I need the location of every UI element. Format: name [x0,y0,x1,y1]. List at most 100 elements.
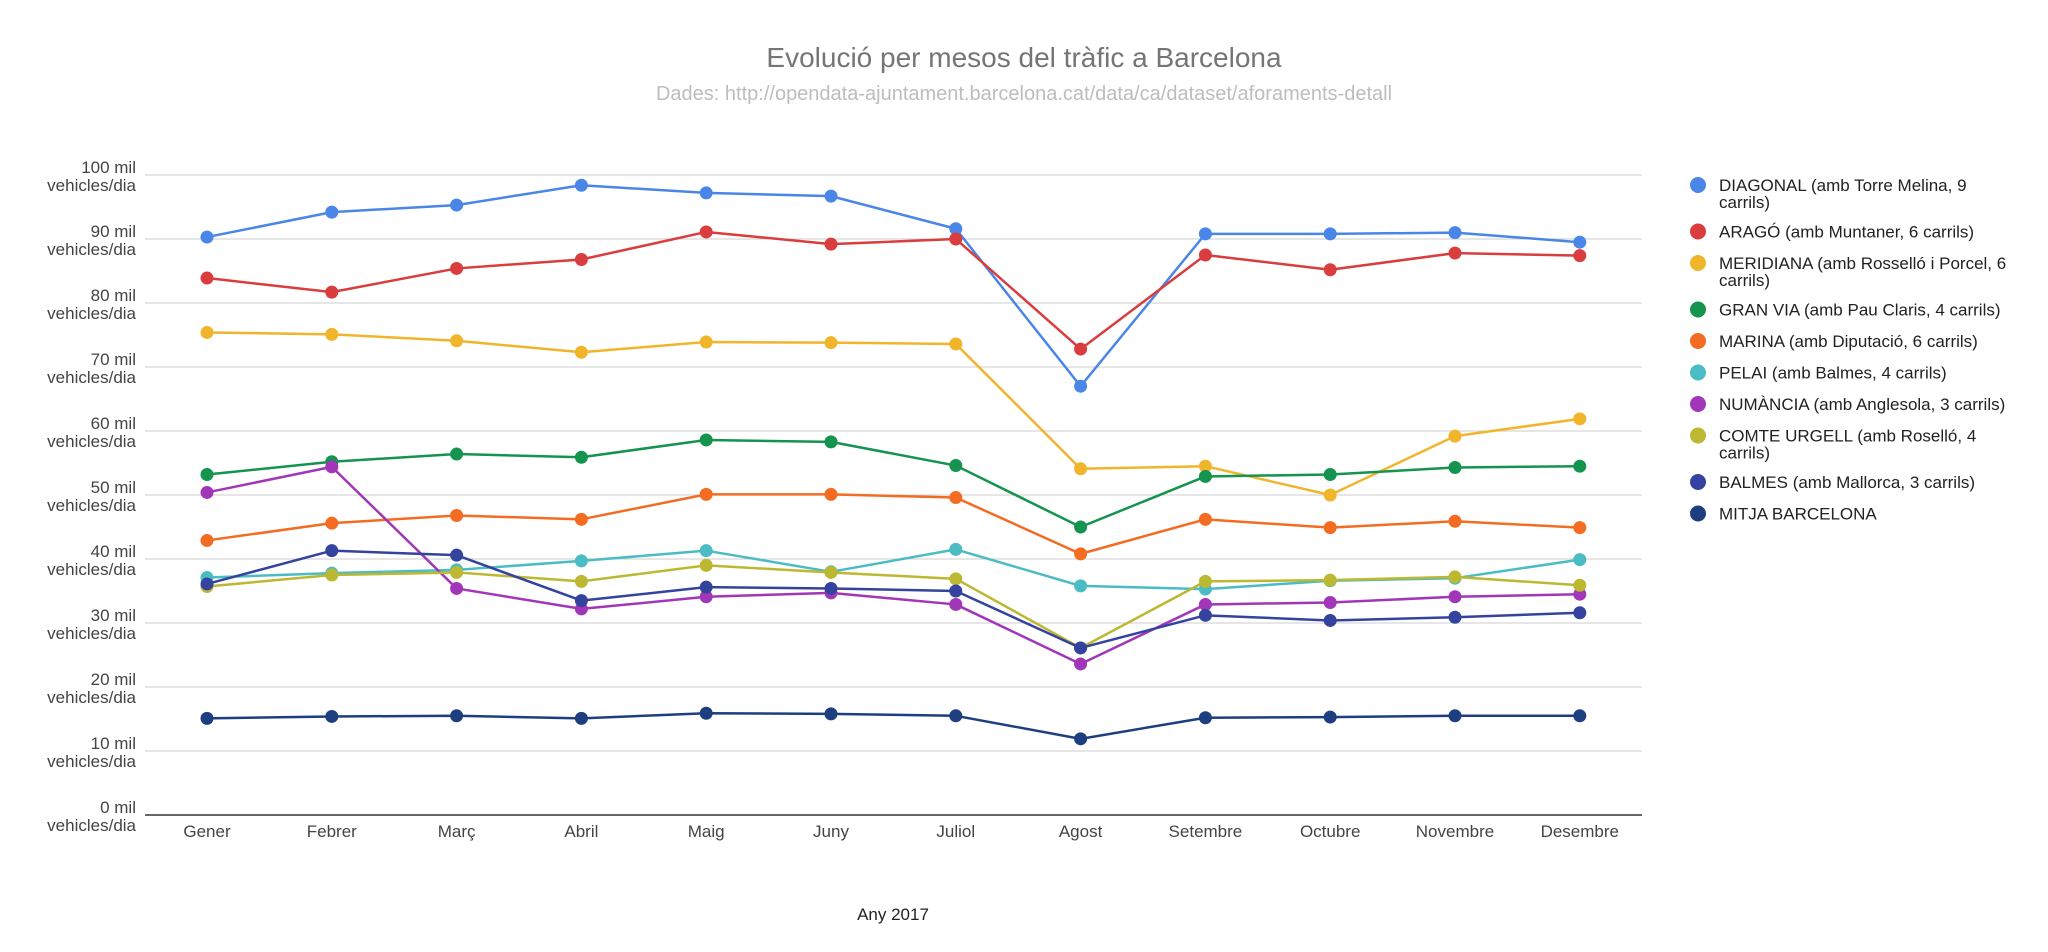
series-line [206,549,1580,650]
data-point [450,709,464,723]
chart-title: Evolució per mesos del tràfic a Barcelon… [766,42,1282,73]
series-line [206,493,1580,556]
x-tick-label: Abril [564,822,598,841]
legend-label: NUMÀNCIA (amb Anglesola, 3 carrils) [1719,395,2005,414]
series-7 [200,460,1587,671]
series-line [206,183,1580,388]
data-point [699,433,713,447]
y-tick-unit: vehicles/dia [47,240,136,259]
data-point [1323,488,1337,502]
data-point [824,435,838,449]
legend-label: GRAN VIA (amb Pau Claris, 4 carrils) [1719,301,2001,320]
x-axis-label: Any 2017 [857,905,929,924]
data-point [824,189,838,203]
legend-item[interactable]: PELAI (amb Balmes, 4 carrils) [1690,364,1947,383]
data-point [699,706,713,720]
series-3 [200,325,1587,502]
data-point [1573,412,1587,426]
data-point [699,544,713,558]
legend-item[interactable]: COMTE URGELL (amb Roselló, 4 carrils) [1690,427,1976,463]
data-point [949,491,963,505]
y-tick-value: 50 mil [91,478,136,497]
data-point [325,516,339,530]
series-10 [200,706,1587,746]
legend-label-line: NUMÀNCIA (amb Anglesola, 3 carrils) [1719,395,2005,414]
y-tick-unit: vehicles/dia [47,304,136,323]
data-point [1323,613,1337,627]
data-point [699,558,713,572]
legend-item[interactable]: DIAGONAL (amb Torre Melina, 9 carrils) [1690,176,1967,212]
y-tick-unit: vehicles/dia [47,496,136,515]
data-point [1448,226,1462,240]
data-point [574,252,588,266]
y-tick-value: 60 mil [91,414,136,433]
data-point [699,225,713,239]
legend-item[interactable]: MARINA (amb Diputació, 6 carrils) [1690,332,1978,351]
data-point [325,460,339,474]
legend-item[interactable]: MERIDIANA (amb Rosselló i Porcel, 6 carri… [1690,254,2006,290]
data-point [699,590,713,604]
data-point [1074,462,1088,476]
data-point [1198,608,1212,622]
data-point [699,335,713,349]
legend-label-line: DIAGONAL (amb Torre Melina, 9 [1719,176,1967,195]
data-point [824,336,838,350]
data-point [1074,342,1088,356]
legend-item[interactable]: BALMES (amb Mallorca, 3 carrils) [1690,473,1975,492]
series-4 [200,433,1587,534]
data-point [325,205,339,219]
data-point [1198,248,1212,262]
data-point [949,459,963,473]
data-point [1573,521,1587,535]
legend-label-line: MARINA (amb Diputació, 6 carrils) [1719,332,1978,351]
series-group [200,178,1587,746]
data-point [1573,459,1587,473]
data-point [200,271,214,285]
legend-item[interactable]: GRAN VIA (amb Pau Claris, 4 carrils) [1690,301,2001,320]
y-tick-value: 100 mil [81,158,136,177]
y-tick-label: 0 mil vehicles/dia [47,798,136,835]
x-tick-label: Maig [688,822,725,841]
data-point [325,568,339,582]
data-point [1323,710,1337,724]
legend-label: MARINA (amb Diputació, 6 carrils) [1719,332,1978,351]
legend-label-line: carrils) [1719,193,1770,212]
data-point [1448,246,1462,260]
data-point [574,450,588,464]
data-point [1074,520,1088,534]
y-tick-label: 100 mil vehicles/dia [47,158,136,195]
x-axis: Gener Febrer Març Abril Maig Juny Juliol Agost S… [183,822,1619,841]
data-point [824,565,838,579]
data-point [1198,227,1212,241]
legend-label-line: ARAGÓ (amb Muntaner, 6 carrils) [1719,223,1974,242]
y-tick-unit: vehicles/dia [47,368,136,387]
series-9 [200,544,1587,655]
series-5 [200,487,1587,561]
legend-item[interactable]: MITJA BARCELONA [1690,505,1877,524]
data-point [824,487,838,501]
series-line [206,438,1580,529]
data-point [1448,514,1462,528]
legend[interactable]: DIAGONAL (amb Torre Melina, 9 carrils) ARA… [1690,176,2006,524]
legend-marker [1690,474,1706,490]
data-point [949,572,963,586]
data-point [824,581,838,595]
data-point [1198,469,1212,483]
data-point [1074,657,1088,671]
legend-item[interactable]: NUMÀNCIA (amb Anglesola, 3 carrils) [1690,395,2005,414]
y-tick-value: 90 mil [91,222,136,241]
x-tick-label: Agost [1059,822,1103,841]
data-point [1573,587,1587,601]
legend-label: MITJA BARCELONA [1719,505,1877,524]
series-line [206,230,1580,351]
legend-item[interactable]: ARAGÓ (amb Muntaner, 6 carrils) [1690,223,1974,242]
data-point [450,548,464,562]
data-point [450,198,464,212]
data-point [1198,597,1212,611]
data-point [200,485,214,499]
data-point [1074,579,1088,593]
x-tick-label: Setembre [1169,822,1243,841]
data-point [200,711,214,725]
